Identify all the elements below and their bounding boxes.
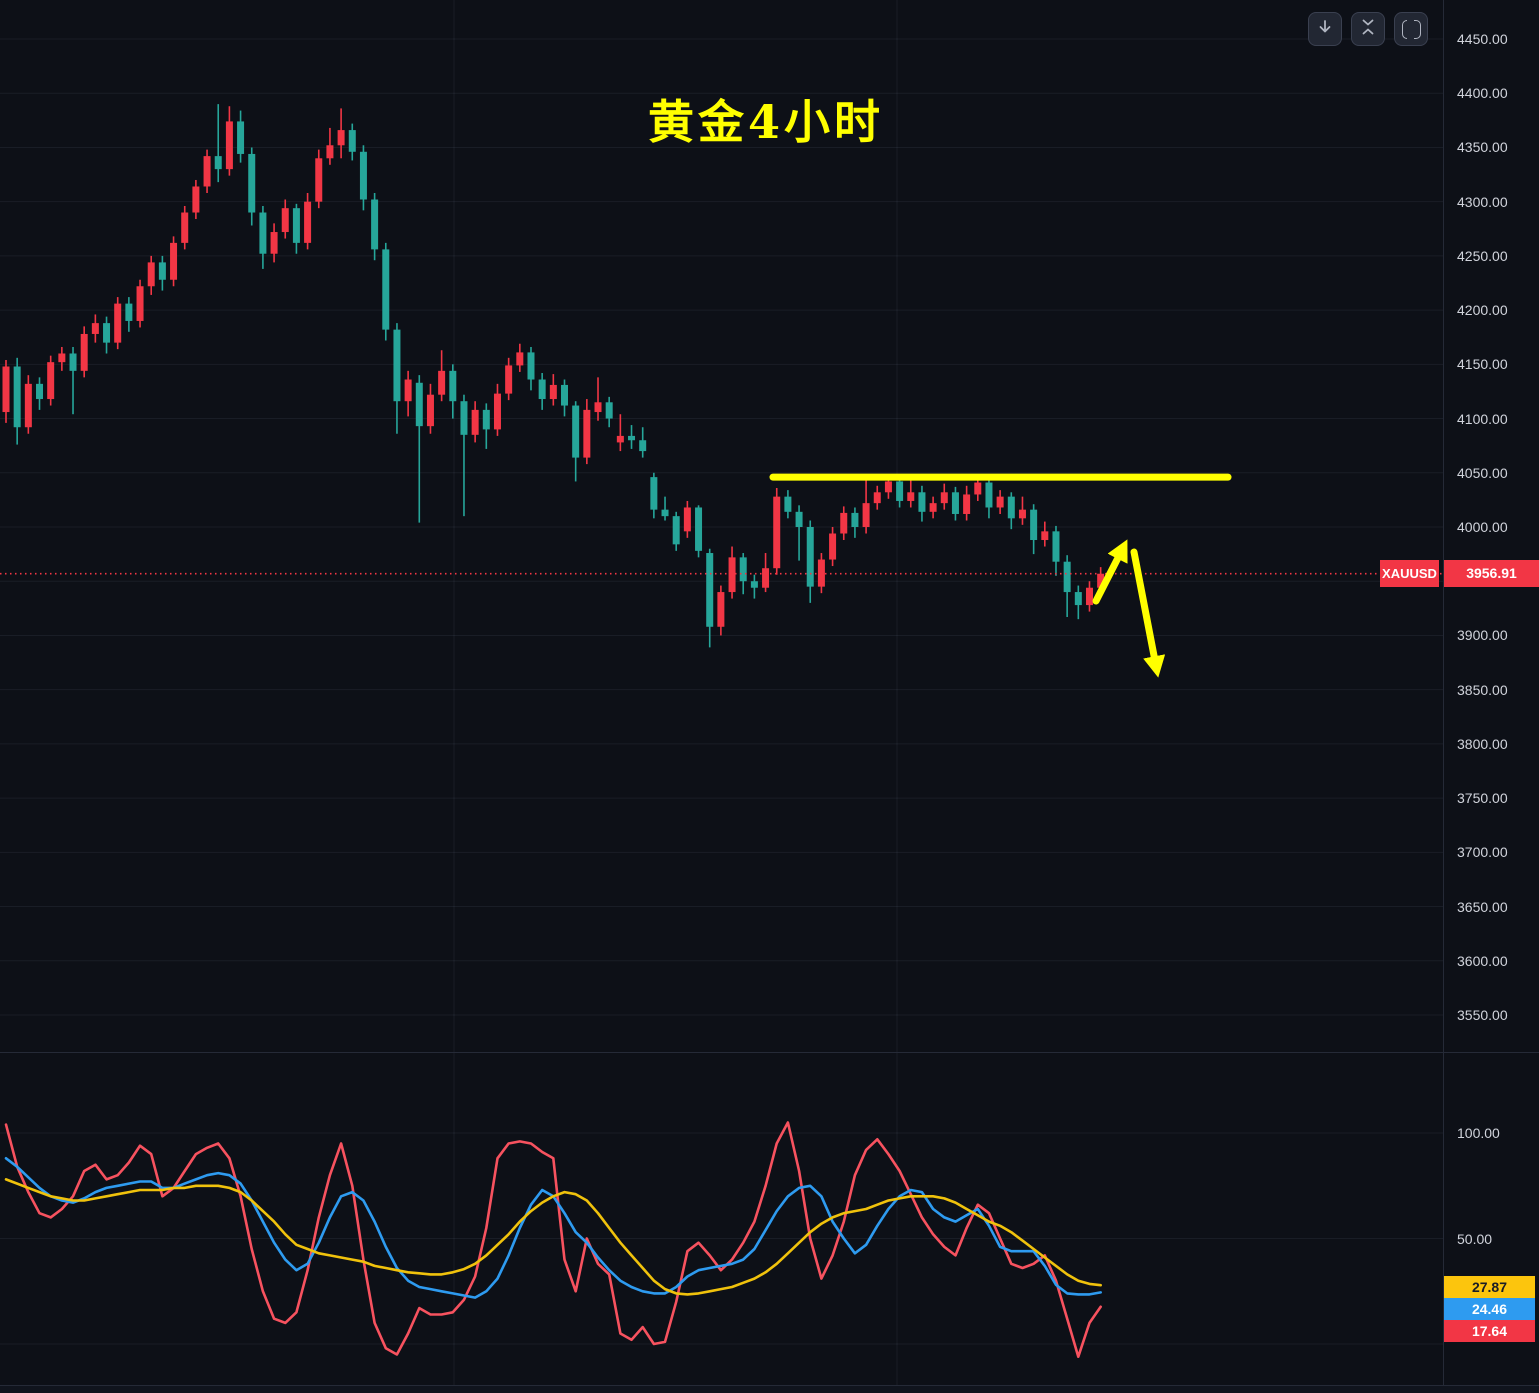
oscillator-tick-label: 50.00	[1457, 1230, 1493, 1247]
price-tick-label: 3800.00	[1457, 735, 1508, 752]
price-tick-label: 4250.00	[1457, 247, 1508, 264]
oscillator-layer	[4, 1121, 1102, 1358]
fullscreen-pane-button[interactable]	[1394, 12, 1428, 46]
price-tick-label: 4100.00	[1457, 410, 1508, 427]
arrow-up-annotation	[1092, 539, 1128, 605]
candles-layer	[2, 104, 1105, 648]
price-tick-label: 3700.00	[1457, 844, 1508, 861]
pane-separator[interactable]	[0, 1052, 1539, 1053]
arrow-down-icon	[1316, 18, 1334, 41]
price-tick-label: 3600.00	[1457, 952, 1508, 969]
oscillator-value-badge-fast: 17.64	[1444, 1320, 1535, 1342]
pane-toolbar	[1308, 12, 1428, 46]
price-tick-label: 4000.00	[1457, 519, 1508, 535]
price-axis-border	[1443, 0, 1444, 1385]
oscillator-line-fast	[4, 1121, 1102, 1358]
price-tick-label: 4050.00	[1457, 464, 1508, 481]
price-tick-label: 4450.00	[1457, 31, 1508, 47]
collapse-chevrons-icon	[1359, 18, 1377, 41]
oscillator-line-mid	[4, 1157, 1102, 1299]
annotations-layer[interactable]	[769, 473, 1232, 678]
price-tick-label: 3550.00	[1457, 1007, 1508, 1023]
oscillator-value-badge-slow: 27.87	[1444, 1276, 1535, 1298]
last-price-label: 3956.91	[1444, 560, 1539, 587]
price-tick-label: 4350.00	[1457, 139, 1508, 156]
price-tick-label: 3850.00	[1457, 681, 1508, 698]
oscillator-line-slow	[4, 1178, 1102, 1296]
price-tick-label: 4300.00	[1457, 193, 1508, 210]
oscillator-tick-label: 100.00	[1457, 1125, 1500, 1141]
arrow-down-annotation	[1130, 548, 1166, 678]
price-tick-label: 3650.00	[1457, 898, 1508, 915]
grid-layer	[0, 0, 1443, 1385]
price-tick-label: 4200.00	[1457, 302, 1508, 319]
price-tick-label: 4400.00	[1457, 85, 1508, 102]
oscillator-value-badge-mid: 24.46	[1444, 1298, 1535, 1320]
fullscreen-frame-icon	[1401, 17, 1421, 41]
scroll-to-latest-button[interactable]	[1308, 12, 1342, 46]
collapse-pane-button[interactable]	[1351, 12, 1385, 46]
price-tick-label: 3750.00	[1457, 790, 1508, 807]
symbol-price-tag: XAUUSD	[1380, 560, 1439, 587]
price-tick-label: 3900.00	[1457, 627, 1508, 644]
chart-title: 黄金4小时	[648, 95, 885, 149]
price-tick-label: 4150.00	[1457, 356, 1508, 373]
time-axis-strip[interactable]	[0, 1385, 1539, 1393]
